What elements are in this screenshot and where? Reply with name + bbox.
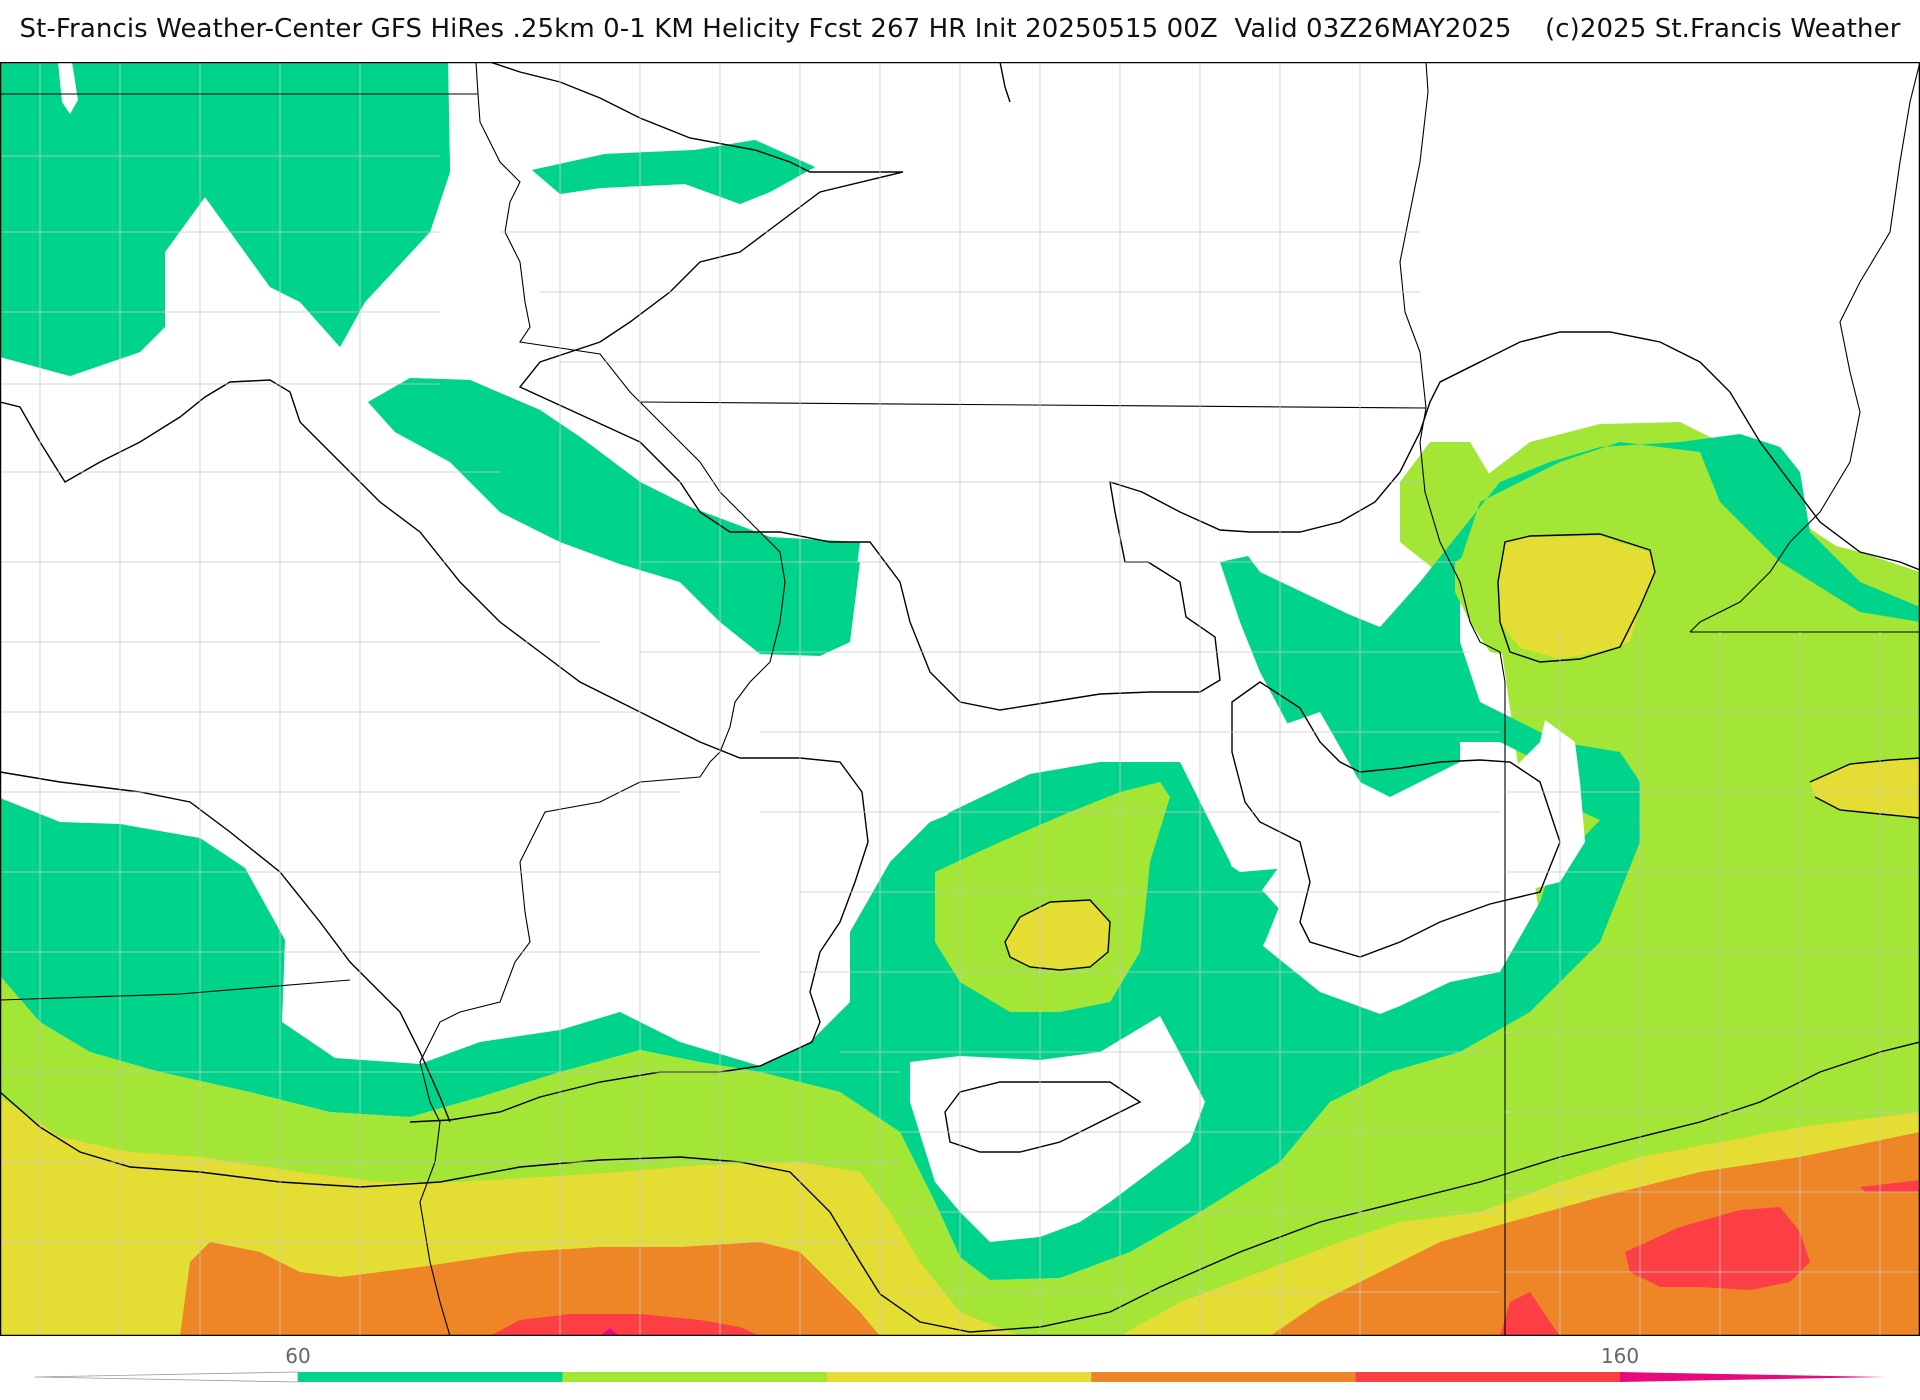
- colorbar-bin-140-160: [1355, 1372, 1621, 1382]
- helicity-map: [0, 62, 1920, 1336]
- colorbar-tick-label-160: 160: [1600, 1344, 1640, 1368]
- colorbar-high-extension: [1620, 1372, 1885, 1382]
- helicity-white-holes: [58, 62, 1585, 1242]
- state-borders: [0, 62, 1920, 1336]
- colorbar-bin-60-80: [298, 1372, 563, 1382]
- colorbar-tick-label-60: 60: [285, 1344, 311, 1368]
- colorbar: [34, 1371, 1885, 1383]
- contour-lines: [0, 62, 1920, 1333]
- helicity-green-top: [0, 62, 1920, 1280]
- colorbar-bin-80-100: [562, 1372, 828, 1382]
- colorbar-bin-120-140: [1091, 1372, 1357, 1382]
- helicity-inner-fills: [935, 534, 1920, 1012]
- colorbar-low-extension: [34, 1371, 299, 1383]
- map-title: St-Francis Weather-Center GFS HiRes .25k…: [19, 14, 1901, 44]
- colorbar-bin-100-120: [826, 1372, 1092, 1382]
- county-lines: [0, 62, 1920, 1336]
